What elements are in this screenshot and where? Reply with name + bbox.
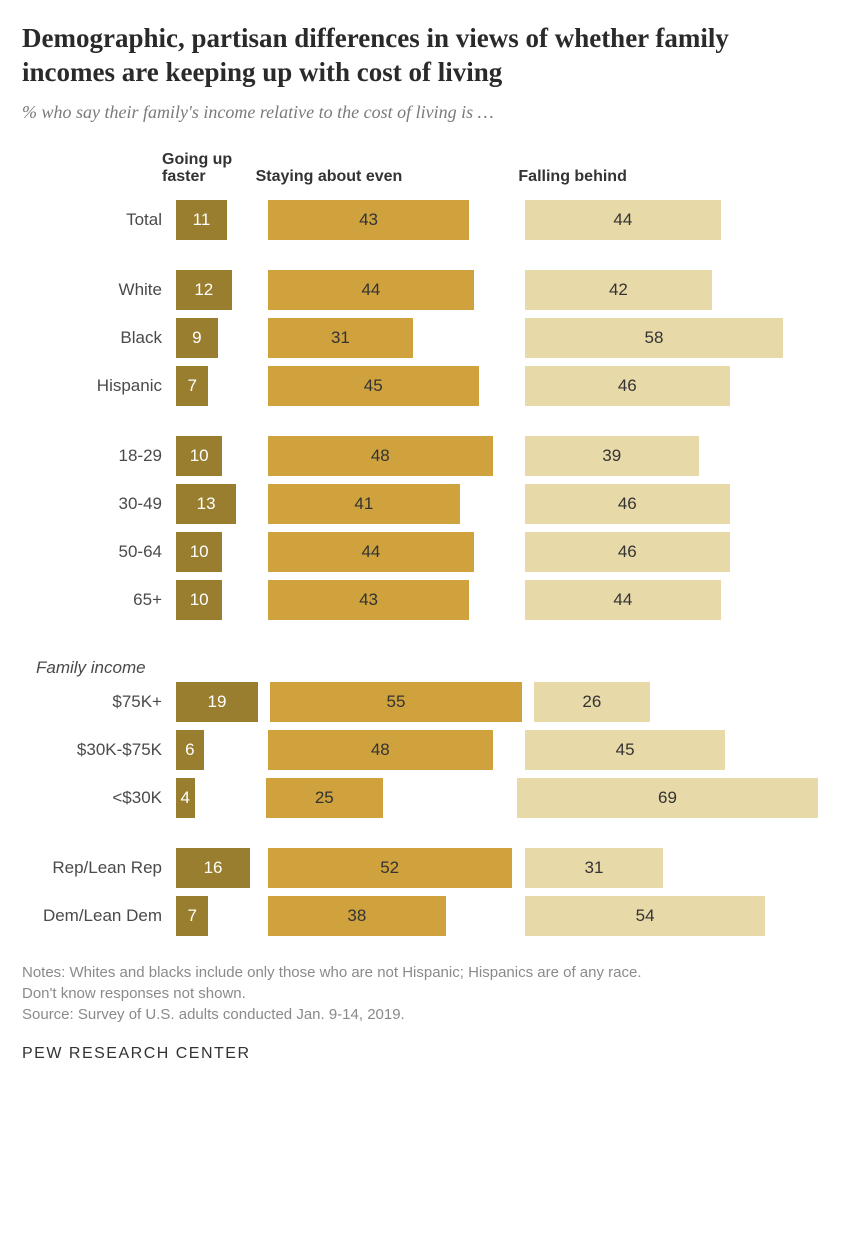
- bar-falling-behind: 69: [517, 778, 818, 818]
- row-label: 50-64: [32, 542, 176, 562]
- bar-staying-even: 43: [268, 200, 470, 240]
- data-row: Total11 43 44: [32, 200, 824, 240]
- col-header-falling-behind: Falling behind: [518, 168, 824, 186]
- bar-going-up: 10: [176, 532, 222, 572]
- bar-staying-even: 44: [268, 270, 474, 310]
- bar-going-up: 10: [176, 436, 222, 476]
- bar-falling-behind: 46: [525, 366, 730, 406]
- row-label: Dem/Lean Dem: [32, 906, 176, 926]
- section-label: Family income: [36, 658, 824, 678]
- data-row: 50-6410 44 46: [32, 532, 824, 572]
- bar-staying-even: 52: [268, 848, 512, 888]
- bar-staying-even: 48: [268, 436, 493, 476]
- bar-going-up: 12: [176, 270, 232, 310]
- bar-going-up: 16: [176, 848, 250, 888]
- row-label: White: [32, 280, 176, 300]
- bar-staying-even: 25: [266, 778, 383, 818]
- bar-falling-behind: 54: [525, 896, 765, 936]
- bar-falling-behind: 58: [525, 318, 783, 358]
- col-header-staying-even: Staying about even: [256, 168, 513, 186]
- bar-going-up: 13: [176, 484, 236, 524]
- column-headers: Going up faster Staying about even Falli…: [32, 151, 824, 186]
- bar-staying-even: 43: [268, 580, 470, 620]
- footer-attribution: PEW RESEARCH CENTER: [22, 1045, 824, 1063]
- row-label: 18-29: [32, 446, 176, 466]
- bar-going-up: 7: [176, 366, 208, 406]
- bar-staying-even: 48: [268, 730, 493, 770]
- bar-falling-behind: 45: [525, 730, 725, 770]
- data-row: Dem/Lean Dem7 38 54: [32, 896, 824, 936]
- data-row: <$30K4 25 69: [32, 778, 824, 818]
- row-label: 30-49: [32, 494, 176, 514]
- bar-going-up: 6: [176, 730, 204, 770]
- bar-falling-behind: 39: [525, 436, 699, 476]
- source-line: Source: Survey of U.S. adults conducted …: [22, 1004, 824, 1025]
- bar-falling-behind: 26: [534, 682, 650, 722]
- bar-staying-even: 55: [270, 682, 522, 722]
- row-label: $75K+: [32, 692, 176, 712]
- data-row: Hispanic7 45 46: [32, 366, 824, 406]
- row-label: Hispanic: [32, 376, 176, 396]
- chart-area: Going up faster Staying about even Falli…: [22, 151, 824, 936]
- data-row: $30K-$75K6 48 45: [32, 730, 824, 770]
- notes-line: Notes: Whites and blacks include only th…: [22, 962, 824, 983]
- chart-title: Demographic, partisan differences in vie…: [22, 22, 824, 90]
- notes-line: Don't know responses not shown.: [22, 983, 824, 1004]
- data-row: White12 44 42: [32, 270, 824, 310]
- bar-staying-even: 38: [268, 896, 446, 936]
- data-row: 18-2910 48 39: [32, 436, 824, 476]
- notes: Notes: Whites and blacks include only th…: [22, 962, 824, 1025]
- bar-staying-even: 41: [268, 484, 460, 524]
- bar-going-up: 19: [176, 682, 258, 722]
- bar-going-up: 11: [176, 200, 227, 240]
- rows-container: Total11 43 44 White12 44 42 Black9 31 58 Hispanic…: [32, 200, 824, 936]
- bar-falling-behind: 42: [525, 270, 712, 310]
- data-row: 30-4913 41 46: [32, 484, 824, 524]
- bar-going-up: 7: [176, 896, 208, 936]
- bar-staying-even: 44: [268, 532, 474, 572]
- row-label: Total: [32, 210, 176, 230]
- bar-falling-behind: 46: [525, 532, 730, 572]
- bar-going-up: 10: [176, 580, 222, 620]
- data-row: Rep/Lean Rep16 52 31: [32, 848, 824, 888]
- col-header-going-up: Going up faster: [162, 151, 250, 186]
- bar-going-up: 9: [176, 318, 218, 358]
- row-label: $30K-$75K: [32, 740, 176, 760]
- row-label: 65+: [32, 590, 176, 610]
- row-label: Black: [32, 328, 176, 348]
- bar-going-up: 4: [176, 778, 195, 818]
- bar-staying-even: 31: [268, 318, 413, 358]
- data-row: $75K+19 55 26: [32, 682, 824, 722]
- bar-falling-behind: 31: [525, 848, 663, 888]
- row-label: Rep/Lean Rep: [32, 858, 176, 878]
- data-row: Black9 31 58: [32, 318, 824, 358]
- row-label: <$30K: [32, 788, 176, 808]
- bar-falling-behind: 44: [525, 580, 721, 620]
- data-row: 65+10 43 44: [32, 580, 824, 620]
- bar-staying-even: 45: [268, 366, 479, 406]
- chart-subtitle: % who say their family's income relative…: [22, 102, 824, 123]
- bar-falling-behind: 46: [525, 484, 730, 524]
- bar-falling-behind: 44: [525, 200, 721, 240]
